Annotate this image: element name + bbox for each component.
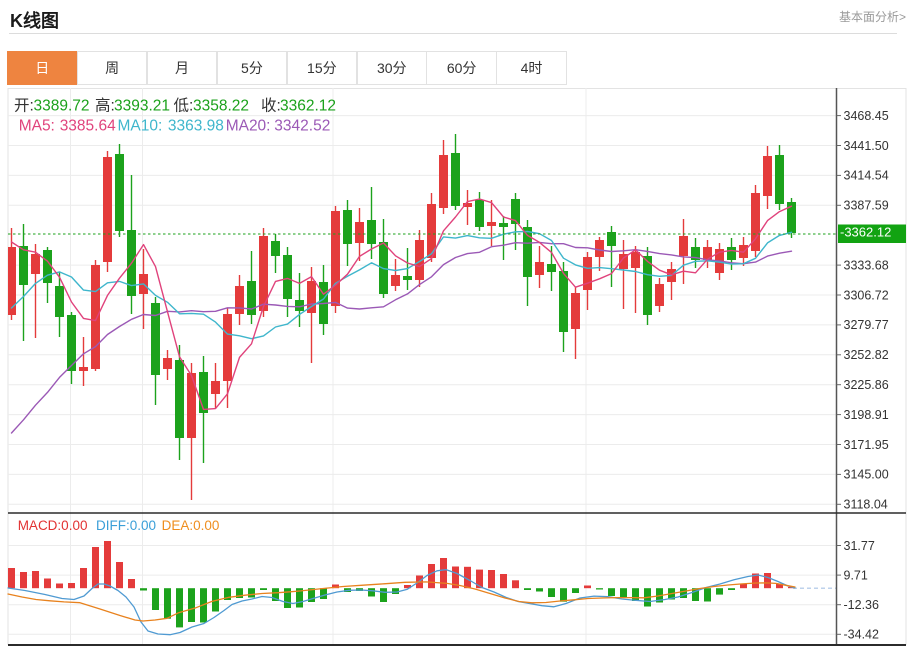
svg-text:-12.36: -12.36 <box>844 598 879 612</box>
svg-text:3333.68: 3333.68 <box>844 258 889 272</box>
svg-text:3225.86: 3225.86 <box>844 378 889 392</box>
svg-text:3118.04: 3118.04 <box>844 498 888 512</box>
svg-text:3414.54: 3414.54 <box>844 169 889 183</box>
svg-text:3198.91: 3198.91 <box>844 408 889 422</box>
svg-text:3171.95: 3171.95 <box>844 438 889 452</box>
svg-text:-3362.12: -3362.12 <box>840 224 891 239</box>
svg-text:3279.77: 3279.77 <box>844 318 889 332</box>
svg-text:3145.00: 3145.00 <box>844 468 889 482</box>
svg-text:3387.59: 3387.59 <box>844 199 889 213</box>
svg-text:3441.50: 3441.50 <box>844 139 889 153</box>
svg-text:3252.82: 3252.82 <box>844 348 889 362</box>
svg-text:-34.42: -34.42 <box>844 628 879 642</box>
svg-text:31.77: 31.77 <box>844 539 875 553</box>
svg-text:3468.45: 3468.45 <box>844 109 889 123</box>
svg-text:9.71: 9.71 <box>844 568 868 582</box>
svg-text:3306.72: 3306.72 <box>844 288 889 302</box>
svg-text:开:3389.72高:3393.21低:3358.22收:3: 开:3389.72 高:3393.21 低:3358.22 收:3362.12 <box>14 97 336 115</box>
